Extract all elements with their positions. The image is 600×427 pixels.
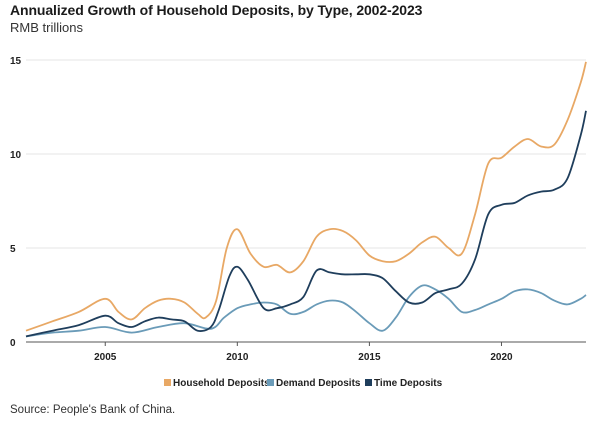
y-tick-label: 5 xyxy=(10,244,16,255)
legend-swatch-demand-deposits xyxy=(267,379,274,386)
x-tick-label: 2010 xyxy=(226,352,249,363)
legend-label-household-deposits: Household Deposits xyxy=(173,378,270,389)
legend: Household Deposits Demand Deposits Time De… xyxy=(164,378,443,389)
legend-label-demand-deposits: Demand Deposits xyxy=(276,378,361,389)
y-tick-label: 10 xyxy=(10,150,22,161)
y-tick-label: 15 xyxy=(10,56,22,67)
series-line-time-deposits xyxy=(25,110,587,338)
x-axis-ticks: 2005 2010 2015 2020 xyxy=(94,342,513,363)
y-axis-ticks: 0 5 10 15 xyxy=(10,56,22,349)
legend-swatch-time-deposits xyxy=(365,379,372,386)
legend-label-time-deposits: Time Deposits xyxy=(374,378,443,389)
legend-swatch-household-deposits xyxy=(164,379,171,386)
x-tick-label: 2015 xyxy=(358,352,381,363)
series-line-household-deposits xyxy=(25,61,587,332)
series-lines xyxy=(25,61,587,338)
gridlines xyxy=(26,59,586,343)
x-tick-label: 2020 xyxy=(490,352,513,363)
source-note: Source: People's Bank of China. xyxy=(10,404,176,416)
x-tick-label: 2005 xyxy=(94,352,117,363)
series-line-demand-deposits xyxy=(25,284,587,338)
chart-title: Annualized Growth of Household Deposits,… xyxy=(10,2,423,18)
y-tick-label: 0 xyxy=(10,338,16,349)
chart-subtitle: RMB trillions xyxy=(10,20,83,35)
